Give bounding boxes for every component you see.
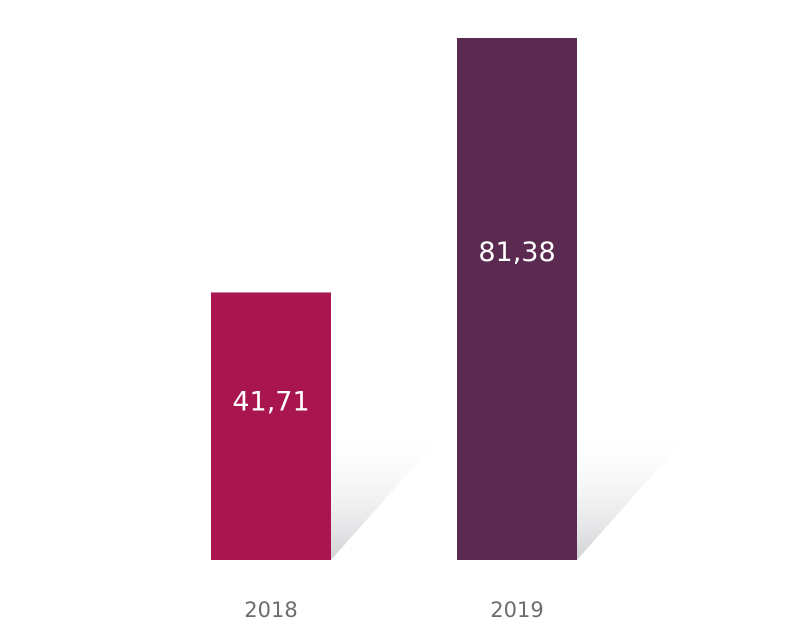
bar-shadows: [331, 427, 695, 560]
bar-2018: [211, 292, 331, 560]
value-labels: 41,71 81,38: [232, 237, 555, 417]
x-tick-label-2019: 2019: [490, 598, 543, 622]
bar-shadow-2018: [331, 427, 449, 560]
x-tick-label-2018: 2018: [244, 598, 297, 622]
x-axis-tick-labels: 2018 2019: [244, 598, 543, 622]
bar-2019: [457, 38, 577, 560]
bar-value-label-2018: 41,71: [232, 386, 309, 417]
bar-shadow-2019: [577, 427, 695, 560]
bars: [211, 38, 577, 560]
bar-value-label-2019: 81,38: [478, 237, 555, 268]
